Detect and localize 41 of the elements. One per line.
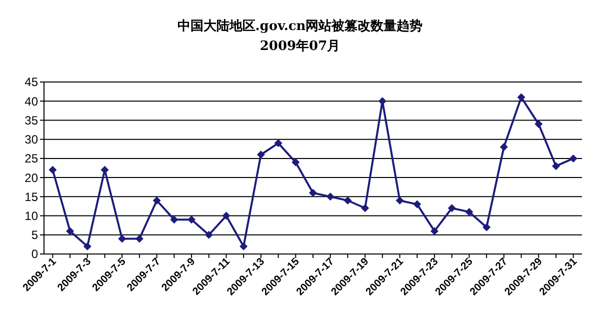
point [344, 196, 352, 204]
point [135, 234, 144, 243]
y-tick-label: 40 [24, 94, 38, 108]
point [222, 212, 230, 220]
point [465, 208, 474, 216]
point [292, 158, 300, 166]
y-tick-label: 45 [24, 75, 38, 90]
point [534, 120, 543, 128]
point [118, 234, 126, 243]
y-tick-label: 10 [24, 208, 38, 223]
y-tick-label: 15 [24, 190, 38, 204]
point [204, 230, 213, 239]
point [66, 227, 74, 236]
y-tick-label: 35 [24, 113, 38, 128]
point [170, 216, 178, 224]
y-tick-label: 20 [24, 170, 38, 185]
point [326, 192, 334, 201]
point [83, 242, 92, 250]
point [500, 142, 508, 151]
y-tick-label: 5 [31, 228, 38, 242]
point [48, 166, 57, 174]
point [517, 93, 526, 102]
point [430, 227, 438, 236]
point [413, 200, 422, 208]
chart-subtitle: 2009年07月 [260, 39, 340, 54]
point [240, 242, 248, 250]
point [448, 204, 456, 212]
point [361, 204, 370, 212]
point [152, 196, 161, 204]
y-tick-label: 30 [24, 132, 38, 147]
y-tick-label: 0 [31, 247, 38, 262]
point [256, 150, 265, 159]
point [309, 188, 317, 197]
point [552, 162, 560, 170]
point [482, 223, 491, 232]
point [274, 139, 282, 148]
point [569, 154, 578, 162]
point [396, 196, 404, 204]
chart-title: 中国大陆地区.gov.cn网站被篡改数量趋势 [177, 18, 423, 34]
y-tick-label: 25 [24, 152, 38, 166]
point [188, 216, 196, 224]
